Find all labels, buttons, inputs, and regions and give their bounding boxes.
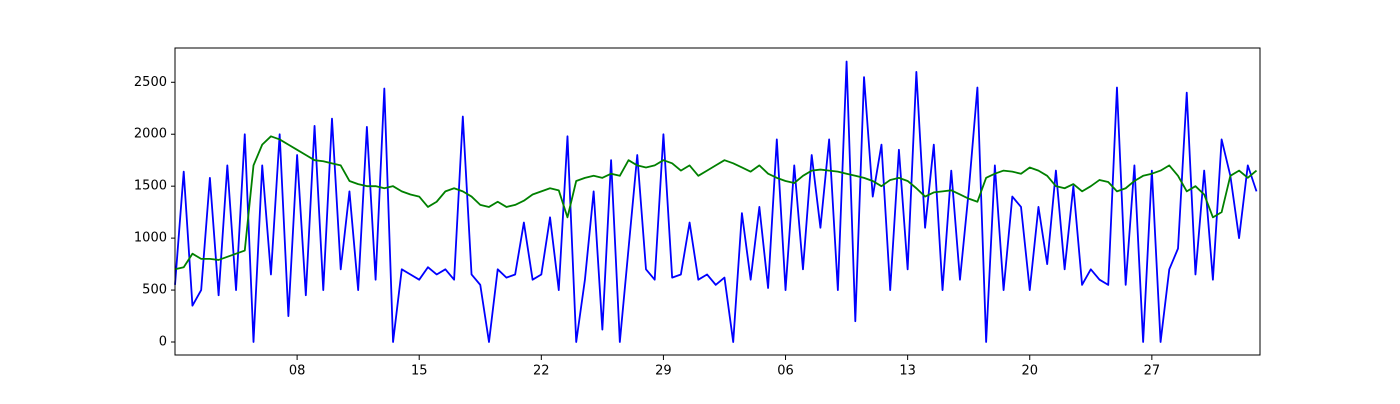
y-tick-label: 2500	[134, 75, 167, 90]
y-tick-label: 0	[159, 335, 167, 350]
series-line	[174, 135, 1258, 271]
x-tick-label: 08	[289, 364, 306, 379]
y-tick-label: 1000	[134, 231, 167, 246]
x-tick-label: 29	[655, 364, 672, 379]
y-tick-label: 2000	[134, 127, 167, 142]
y-tick-label: 1500	[134, 179, 167, 194]
y-tick-label: 500	[142, 283, 167, 298]
x-tick-label: 06	[777, 364, 794, 379]
x-tick-label: 13	[899, 364, 916, 379]
x-tick-label: 27	[1144, 364, 1161, 379]
x-tick-label: 20	[1021, 364, 1038, 379]
x-tick-label: 15	[411, 364, 428, 379]
x-tick-label: 22	[533, 364, 550, 379]
plot-frame	[174, 47, 1261, 356]
series-line	[174, 60, 1258, 343]
